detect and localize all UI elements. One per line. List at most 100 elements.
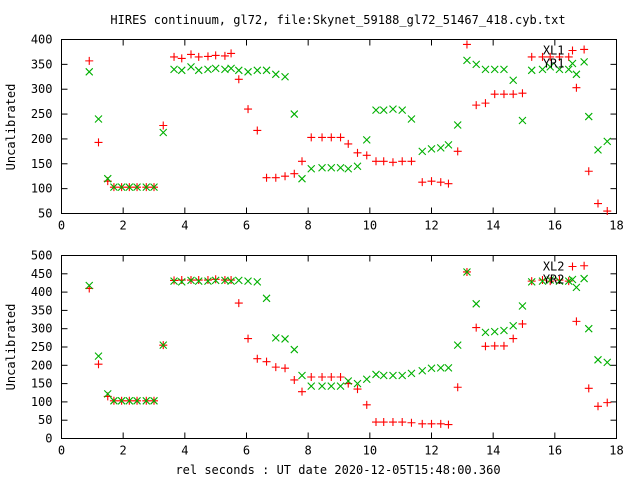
data-point-xl1	[298, 157, 306, 166]
ticks-bottom: 0 2 4 6 8 10 12 14 16 18 0 50 100 150 200 250 300 350 400 4…	[31, 249, 624, 458]
ticks-top: 0 2 4 6 8 10 12 14 16 18 50 100 150 200 250 300 350 400	[31, 33, 624, 233]
x-tick-label: 6	[243, 444, 250, 458]
x-tick-label: 2	[120, 219, 127, 233]
data-point-yr1	[125, 183, 134, 192]
data-point-yr2	[372, 370, 380, 379]
data-point-xl2	[318, 373, 327, 382]
data-point-xl2	[271, 363, 280, 372]
y-tick-label: 100	[31, 182, 53, 196]
y-tick-label: 150	[31, 377, 53, 391]
x-tick-label: 10	[363, 444, 377, 458]
data-point-xl2	[472, 323, 481, 332]
data-point-xl2	[298, 387, 306, 396]
data-point-yr1	[117, 183, 126, 192]
data-point-yr2	[594, 355, 602, 364]
legend-label-xl1: XL1	[543, 44, 565, 58]
data-point-yr1	[204, 65, 212, 74]
data-point-xl1	[603, 207, 612, 216]
y-tick-label: 250	[31, 340, 53, 354]
data-point-xl1	[362, 151, 371, 160]
x-tick-label: 16	[548, 219, 562, 233]
x-tick-label: 18	[609, 219, 623, 233]
data-point-yr2	[187, 276, 195, 285]
data-point-yr1	[538, 65, 547, 74]
data-point-xl1	[372, 157, 380, 166]
data-point-xl1	[555, 52, 564, 61]
data-point-yr1	[353, 162, 362, 171]
data-point-yr1	[594, 145, 602, 154]
data-point-yr2	[538, 277, 547, 286]
data-point-yr1	[253, 66, 262, 75]
data-point-xl1	[453, 147, 462, 156]
data-point-yr2	[336, 382, 345, 391]
data-point-yr2	[170, 277, 178, 286]
legend-marker-xl2	[568, 262, 577, 271]
data-point-yr2	[298, 371, 306, 380]
data-point-yr1	[463, 56, 471, 65]
data-point-xl1	[509, 90, 518, 99]
data-point-xl1	[170, 52, 179, 61]
data-point-yr2	[159, 341, 168, 350]
data-point-xl2	[546, 277, 555, 286]
y-tick-label: 200	[31, 358, 53, 372]
data-point-xl1	[407, 157, 416, 166]
data-point-xl1	[580, 45, 589, 54]
data-point-xl1	[398, 157, 407, 166]
data-point-yr2	[407, 369, 416, 378]
data-point-xl1	[227, 49, 236, 58]
data-point-xl2	[177, 276, 186, 285]
y-tick-label: 400	[31, 285, 53, 299]
x-tick-label: 14	[486, 444, 500, 458]
data-point-yr1	[298, 174, 306, 183]
data-point-xl1	[262, 173, 271, 182]
data-point-yr1	[234, 66, 243, 75]
data-point-xl1	[472, 101, 481, 110]
data-point-xl1	[584, 167, 593, 176]
data-point-yr2	[125, 396, 134, 405]
data-point-xl2	[580, 261, 589, 270]
data-point-yr2	[427, 364, 436, 373]
data-point-yr2	[527, 277, 536, 286]
data-point-yr1	[518, 116, 527, 125]
data-point-yr2	[194, 277, 203, 286]
ylabel-bottom: Uncalibrated	[4, 304, 18, 391]
x-tick-label: 2	[120, 444, 127, 458]
data-point-yr1	[177, 66, 186, 75]
data-point-yr1	[227, 64, 235, 73]
data-point-xl1	[518, 89, 527, 98]
y-tick-label: 350	[31, 57, 53, 71]
data-point-yr2	[379, 371, 388, 380]
data-point-yr2	[453, 341, 462, 350]
data-point-xl2	[211, 275, 220, 284]
ylabel-top: Uncalibrated	[4, 84, 18, 171]
data-point-xl2	[453, 383, 462, 392]
data-point-xl1	[290, 169, 299, 178]
data-point-xl2	[444, 420, 453, 429]
data-point-yr2	[307, 382, 316, 391]
data-point-xl2	[262, 357, 271, 366]
data-point-yr2	[398, 371, 407, 380]
x-tick-label: 0	[58, 219, 65, 233]
data-point-xl1	[462, 40, 471, 49]
panel-top: Uncalibrated 0 2 4 6 8 10 12 14 16 18 50 100 150 200 2…	[4, 33, 624, 233]
data-point-yr2	[418, 366, 427, 375]
x-tick-label: 18	[609, 444, 623, 458]
data-point-xl2	[418, 419, 427, 428]
data-point-yr2	[290, 345, 299, 354]
plot-frame-top	[61, 39, 617, 214]
data-point-yr2	[481, 328, 490, 337]
data-point-yr1	[379, 106, 388, 114]
data-point-yr1	[481, 65, 490, 74]
data-point-xl2	[194, 276, 203, 285]
y-tick-label: 250	[31, 107, 53, 121]
y-tick-label: 50	[38, 207, 52, 221]
data-point-yr2	[546, 276, 555, 284]
y-tick-label: 200	[31, 132, 53, 146]
data-point-yr1	[85, 67, 94, 76]
data-point-yr1	[362, 136, 371, 144]
x-tick-label: 0	[58, 444, 65, 458]
data-point-xl1	[159, 121, 168, 130]
data-point-yr1	[290, 110, 299, 118]
